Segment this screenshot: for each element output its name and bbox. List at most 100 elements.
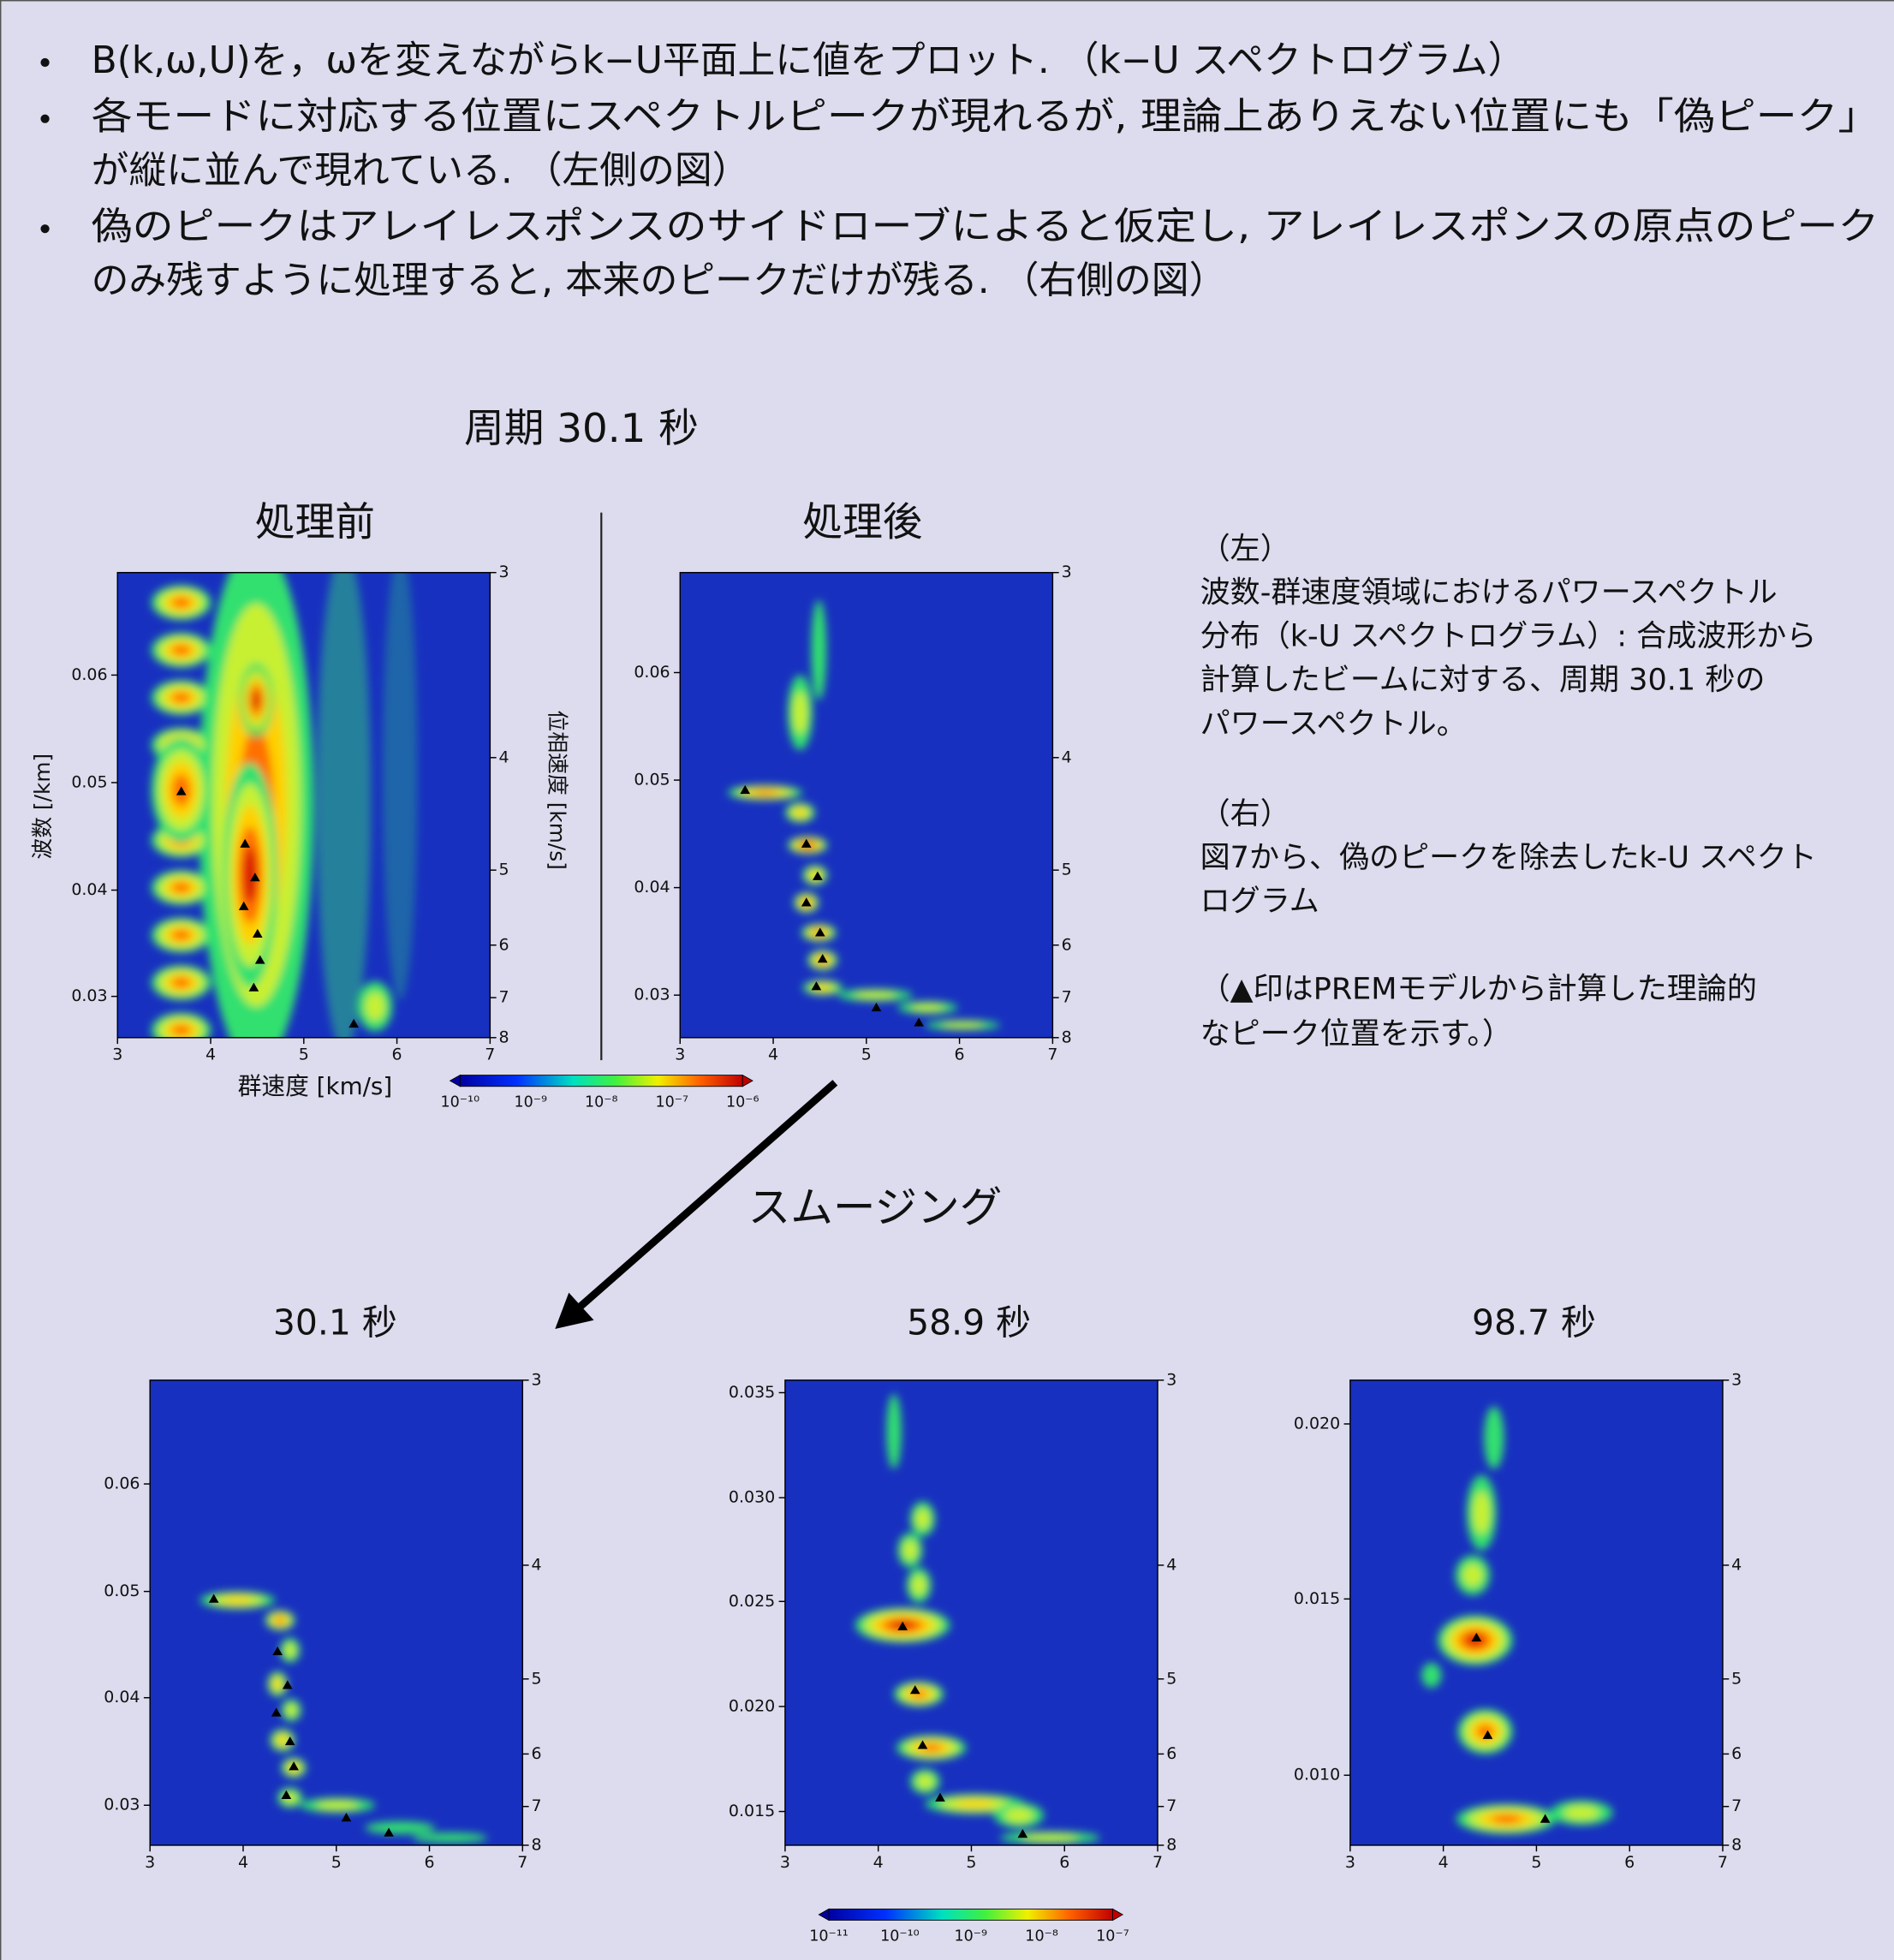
x-tick-label: 6 bbox=[1059, 1853, 1069, 1872]
heatmap-bg bbox=[1350, 1380, 1723, 1845]
heat-blob bbox=[172, 598, 190, 608]
y-tick-label: 0.05 bbox=[71, 772, 107, 791]
colorbar-label: 10⁻⁸ bbox=[585, 1094, 618, 1111]
heat-blob bbox=[886, 1394, 902, 1469]
y-tick-label: 0.03 bbox=[71, 986, 107, 1005]
colorbar bbox=[829, 1909, 1112, 1920]
caption-text: 波数-群速度領域におけるパワースペクトル bbox=[1200, 575, 1778, 611]
x-tick-label: 6 bbox=[424, 1853, 434, 1872]
y2-tick-label: 8 bbox=[1062, 1028, 1072, 1046]
x-tick-label: 3 bbox=[675, 1046, 685, 1064]
heat-blob bbox=[223, 1597, 253, 1604]
y-tick-label: 0.05 bbox=[634, 771, 670, 789]
y-tick-label: 0.015 bbox=[729, 1802, 775, 1820]
bullet-text: B(k,ω,U)を，ωを変えながらk−U平面上に値をプロット. （k−U スペク… bbox=[92, 39, 1526, 82]
heat-blob bbox=[172, 693, 190, 703]
heat-blob bbox=[172, 1025, 190, 1035]
y2-tick-label: 4 bbox=[532, 1555, 542, 1574]
caption-text: 分布（k-U スペクトログラム）: 合成波形から bbox=[1200, 619, 1817, 654]
colorbar-label: 10⁻¹⁰ bbox=[441, 1094, 480, 1111]
y2-tick-label: 8 bbox=[499, 1028, 509, 1046]
colorbar-label: 10⁻⁹ bbox=[954, 1928, 987, 1945]
x-tick-label: 5 bbox=[299, 1046, 309, 1064]
y-tick-label: 0.020 bbox=[1294, 1414, 1340, 1433]
bullet-text: 各モードに対応する位置にスペクトルピークが現れるが, 理論上ありえない位置にも「… bbox=[92, 95, 1879, 139]
y2-tick-label: 5 bbox=[1166, 1669, 1176, 1688]
colorbar-label: 10⁻⁸ bbox=[1025, 1928, 1058, 1945]
y-tick-label: 0.020 bbox=[729, 1696, 775, 1715]
x-tick-label: 5 bbox=[861, 1046, 872, 1064]
y-tick-label: 0.04 bbox=[104, 1688, 140, 1707]
heat-blob bbox=[172, 645, 190, 655]
x-tick-label: 7 bbox=[517, 1853, 527, 1872]
heat-blob bbox=[753, 790, 776, 795]
y2-tick-label: 5 bbox=[532, 1669, 542, 1688]
y2-tick-label: 3 bbox=[1166, 1370, 1176, 1389]
heat-blob bbox=[1004, 1808, 1033, 1823]
bullet-text: のみ残すように処理すると, 本来のピークだけが残る. （右側の図） bbox=[92, 259, 1227, 302]
y-tick-label: 0.05 bbox=[104, 1582, 140, 1600]
y-tick-label: 0.030 bbox=[729, 1488, 775, 1507]
x-tick-label: 4 bbox=[238, 1853, 248, 1872]
y-tick-label: 0.015 bbox=[1294, 1589, 1340, 1608]
caption-text: パワースペクトル。 bbox=[1200, 706, 1467, 742]
x-tick-label: 4 bbox=[768, 1046, 778, 1064]
y-tick-label: 0.04 bbox=[634, 878, 670, 897]
heat-blob bbox=[277, 1736, 288, 1744]
slide: B(k,ω,U)を，ωを変えながらk−U平面上に値をプロット. （k−U スペク… bbox=[0, 0, 1894, 1960]
heat-blob bbox=[793, 691, 807, 734]
y2-tick-label: 5 bbox=[1062, 861, 1072, 879]
x-tick-label: 5 bbox=[331, 1853, 342, 1872]
x-tick-label: 3 bbox=[1345, 1853, 1355, 1872]
heat-blob bbox=[1473, 1492, 1490, 1534]
y2-tick-label: 6 bbox=[499, 935, 509, 954]
y2-tick-label: 8 bbox=[1731, 1835, 1742, 1854]
y-tick-label: 0.06 bbox=[71, 665, 107, 684]
heat-blob bbox=[912, 1576, 926, 1595]
x-tick-label: 7 bbox=[485, 1046, 495, 1064]
x-tick-label: 3 bbox=[145, 1853, 155, 1872]
heat-blob bbox=[795, 808, 807, 816]
caption-text: 図7から、偽のピークを除去したk-U スペクト bbox=[1200, 840, 1817, 875]
heat-blob bbox=[383, 550, 418, 1000]
x-axis-label: 群速度 [km/s] bbox=[238, 1072, 393, 1100]
heat-blob bbox=[276, 1617, 285, 1623]
heat-blob bbox=[172, 977, 190, 987]
colorbar-label: 10⁻⁷ bbox=[656, 1094, 689, 1111]
x-tick-label: 3 bbox=[112, 1046, 122, 1064]
heat-blob bbox=[365, 992, 384, 1021]
caption-text: ログラム bbox=[1200, 884, 1319, 919]
caption-text: （▲印はPREMモデルから計算した理論的 bbox=[1200, 971, 1757, 1006]
x-tick-label: 3 bbox=[780, 1853, 790, 1872]
x-tick-label: 4 bbox=[1438, 1853, 1449, 1872]
y2-tick-label: 4 bbox=[1166, 1555, 1176, 1574]
bullet-dot bbox=[40, 115, 49, 123]
y2-tick-label: 7 bbox=[1062, 988, 1072, 1007]
heat-blob bbox=[316, 550, 371, 1050]
colorbar-label: 10⁻⁷ bbox=[1096, 1928, 1129, 1945]
x-tick-label: 7 bbox=[1152, 1853, 1163, 1872]
heat-blob bbox=[1462, 1564, 1482, 1586]
bullet-text: が縦に並んで現れている. （左側の図） bbox=[92, 148, 750, 192]
y2-tick-label: 7 bbox=[499, 988, 509, 1007]
bullet-dot bbox=[40, 58, 49, 67]
panel-title: 処理前 bbox=[255, 500, 375, 546]
heat-blob bbox=[915, 1509, 930, 1528]
x-tick-label: 4 bbox=[205, 1046, 216, 1064]
colorbar-label: 10⁻⁹ bbox=[515, 1094, 548, 1111]
bullet-text: 偽のピークはアレイレスポンスのサイドローブによると仮定し, アレイレスポンスの原… bbox=[92, 205, 1879, 248]
y-tick-label: 0.025 bbox=[729, 1592, 775, 1611]
bullet-dot bbox=[40, 224, 49, 233]
y-axis-label: 波数 [/km] bbox=[30, 754, 55, 860]
heatmap-bg bbox=[150, 1380, 522, 1845]
heat-blob bbox=[941, 1022, 984, 1028]
y-tick-label: 0.04 bbox=[71, 880, 107, 899]
y-tick-label: 0.010 bbox=[1294, 1766, 1340, 1784]
y-tick-label: 0.03 bbox=[104, 1796, 140, 1814]
x-tick-label: 4 bbox=[873, 1853, 884, 1872]
y2-tick-label: 5 bbox=[499, 861, 509, 879]
plot-title: 58.9 秒 bbox=[907, 1302, 1031, 1343]
y2-tick-label: 6 bbox=[1062, 935, 1072, 954]
y-tick-label: 0.06 bbox=[634, 663, 670, 682]
heat-blob bbox=[286, 1704, 297, 1717]
